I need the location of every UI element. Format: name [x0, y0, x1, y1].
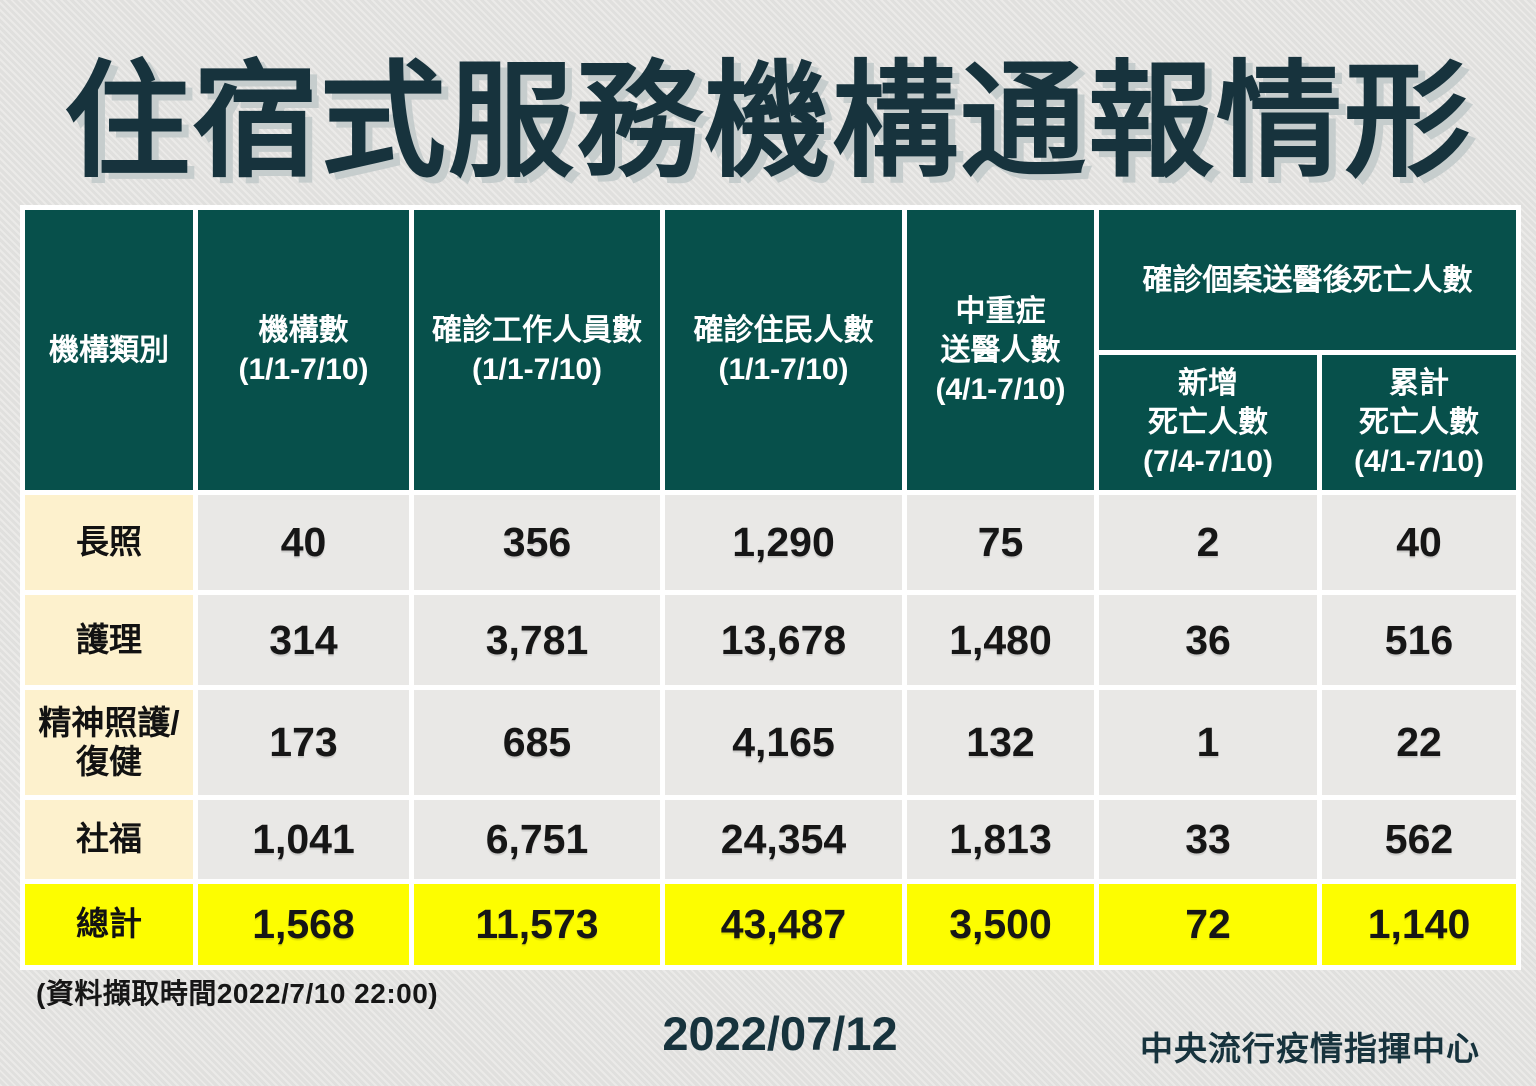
value-cell: 1,813 — [902, 795, 1099, 884]
value-cell: 314 — [193, 590, 414, 690]
header-row-top: 機構類別 機構數 (1/1-7/10) 確診工作人員數 (1/1-7/10) 確… — [20, 205, 1521, 495]
header-residents-period: (1/1-7/10) — [718, 353, 849, 386]
value-cell: 1,290 — [660, 490, 907, 595]
report-date: 2022/07/12 — [662, 1007, 898, 1060]
header-death-group-label: 確診個案送醫後死亡人數 — [1142, 263, 1473, 297]
value-cell: 6,751 — [409, 795, 665, 884]
header-death-new-label1: 新增 — [1178, 367, 1238, 400]
value-cell: 24,354 — [660, 795, 907, 884]
table-row-nursing: 護理 314 3,781 13,678 1,480 36 516 — [20, 590, 1521, 690]
header-cell-death-new: 新增 死亡人數 (7/4-7/10) — [1094, 350, 1322, 495]
header-severe-period: (4/1-7/10) — [935, 372, 1066, 406]
value-cell: 13,678 — [660, 590, 907, 690]
category-cell: 社福 — [20, 795, 198, 884]
value-cell: 36 — [1094, 590, 1322, 690]
header-institutions-period: (1/1-7/10) — [238, 353, 369, 386]
header-cell-death-total: 累計 死亡人數 (4/1-7/10) — [1317, 350, 1521, 495]
table-row-longterm-care: 長照 40 356 1,290 75 2 40 — [20, 490, 1521, 595]
header-death-total-label2: 死亡人數 — [1359, 406, 1479, 439]
header-death-new-period: (7/4-7/10) — [1142, 445, 1274, 478]
value-cell: 33 — [1094, 795, 1322, 884]
header-cell-staff: 確診工作人員數 (1/1-7/10) — [409, 205, 665, 495]
value-cell: 40 — [193, 490, 414, 595]
value-cell: 132 — [902, 685, 1099, 800]
value-cell: 356 — [409, 490, 665, 595]
page-title: 住宿式服務機構通報情形 — [64, 51, 1472, 192]
header-severe-label2: 送醫人數 — [940, 333, 1061, 367]
header-staff-period: (1/1-7/10) — [471, 353, 603, 386]
category-label: 護理 — [76, 620, 142, 658]
category-cell: 精神照護/ 復健 — [20, 685, 198, 800]
header-institutions-label: 機構數 — [258, 314, 349, 347]
header-cell-residents: 確診住民人數 (1/1-7/10) — [660, 205, 907, 495]
header-cell-institutions: 機構數 (1/1-7/10) — [193, 205, 414, 495]
value-cell: 1,480 — [902, 590, 1099, 690]
category-label: 社福 — [76, 820, 142, 858]
category-cell: 長照 — [20, 490, 198, 595]
value-cell: 173 — [193, 685, 414, 800]
total-category-cell: 總計 — [20, 879, 198, 970]
table-row-total: 總計 1,568 11,573 43,487 3,500 72 1,140 — [20, 879, 1521, 970]
header-severe-label1: 中重症 — [955, 294, 1046, 328]
category-cell: 護理 — [20, 590, 198, 690]
header-death-total-period: (4/1-7/10) — [1353, 445, 1485, 478]
header-death-new-label2: 死亡人數 — [1148, 406, 1268, 439]
total-category-label: 總計 — [76, 905, 142, 943]
header-category-label: 機構類別 — [49, 333, 169, 367]
table-row-social-welfare: 社福 1,041 6,751 24,354 1,813 33 562 — [20, 795, 1521, 884]
table-row-psychiatric-rehab: 精神照護/ 復健 173 685 4,165 132 1 22 — [20, 685, 1521, 800]
header-death-total-label1: 累計 — [1389, 367, 1449, 400]
total-value-cell: 43,487 — [660, 879, 907, 970]
category-label: 長照 — [76, 523, 142, 561]
header-cell-severe: 中重症 送醫人數 (4/1-7/10) — [902, 205, 1099, 495]
header-row-sub: 新增 死亡人數 (7/4-7/10) 累計 死亡人數 (4/1-7/10) — [23, 350, 1521, 495]
header-cell-death-group: 確診個案送醫後死亡人數 — [1094, 205, 1521, 355]
total-value-cell: 3,500 — [902, 879, 1099, 970]
report-table: 機構類別 機構數 (1/1-7/10) 確診工作人員數 (1/1-7/10) 確… — [20, 205, 1521, 970]
value-cell: 685 — [409, 685, 665, 800]
value-cell: 1,041 — [193, 795, 414, 884]
value-cell: 1 — [1094, 685, 1322, 800]
value-cell: 4,165 — [660, 685, 907, 800]
value-cell: 22 — [1317, 685, 1521, 800]
category-label: 精神照護/ — [38, 703, 180, 741]
organization-name: 中央流行疫情指揮中心 — [1140, 1030, 1480, 1067]
value-cell: 75 — [902, 490, 1099, 595]
total-value-cell: 11,573 — [409, 879, 665, 970]
header-cell-category: 機構類別 — [20, 205, 198, 495]
header-residents-label: 確診住民人數 — [693, 314, 874, 347]
value-cell: 562 — [1317, 795, 1521, 884]
value-cell: 2 — [1094, 490, 1322, 595]
value-cell: 516 — [1317, 590, 1521, 690]
category-label-line2: 復健 — [76, 742, 142, 780]
total-value-cell: 72 — [1094, 879, 1322, 970]
value-cell: 40 — [1317, 490, 1521, 595]
data-extraction-note: (資料擷取時間2022/7/10 22:00) — [36, 978, 439, 1009]
header-staff-label: 確診工作人員數 — [432, 314, 642, 347]
value-cell: 3,781 — [409, 590, 665, 690]
total-value-cell: 1,568 — [193, 879, 414, 970]
total-value-cell: 1,140 — [1317, 879, 1521, 970]
